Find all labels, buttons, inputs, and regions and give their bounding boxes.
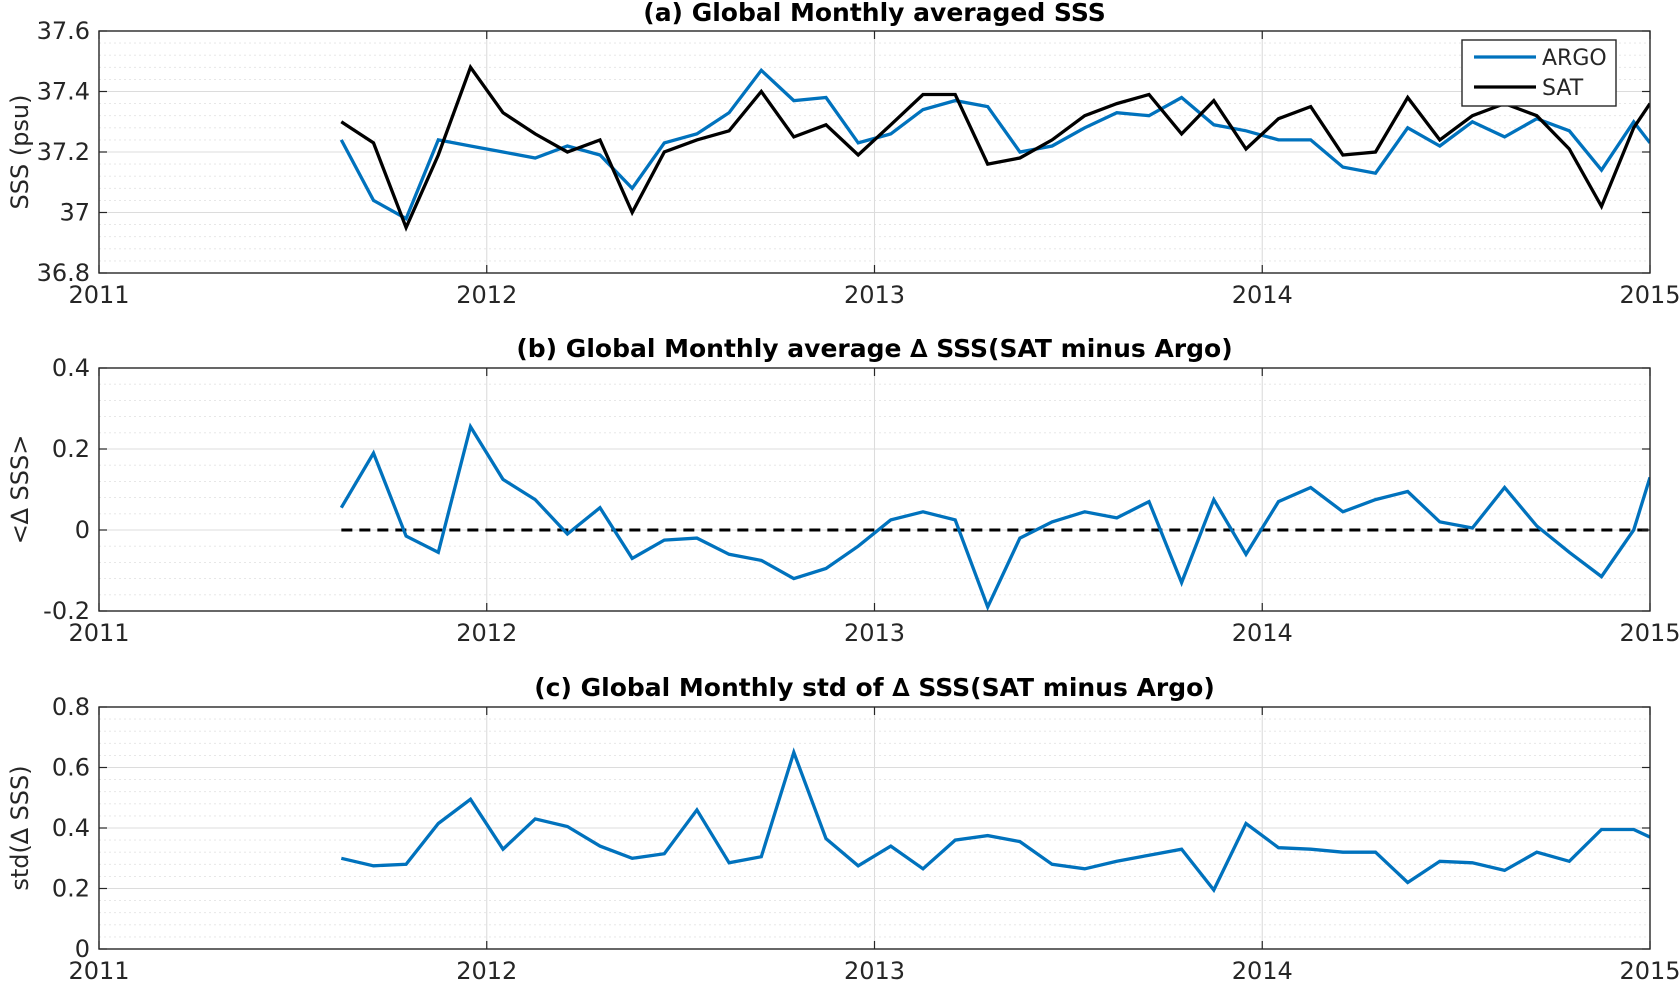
x-tick-label: 2013 (844, 619, 905, 647)
y-tick-label: 0.2 (52, 875, 90, 903)
y-tick-label: 37.6 (37, 17, 90, 45)
y-tick-label: 0.8 (52, 693, 90, 721)
panel-b: 2011 2012 2013 2014 2015 -0.2 0 0.2 0.4 <∆ SSS> (b… (6, 334, 1679, 647)
y-tick-label: 0 (75, 935, 90, 963)
x-tick-label: 2014 (1232, 281, 1293, 309)
panel-title: (c) Global Monthly std of ∆ SSS(SAT minu… (534, 673, 1215, 702)
x-tick-label: 2012 (456, 281, 517, 309)
series-line-sat (340, 63, 1650, 232)
y-tick-label: 0.6 (52, 754, 90, 782)
x-tick-label: 2015 (1619, 281, 1679, 309)
x-tick-label: 2013 (844, 281, 905, 309)
x-tick-label: 2011 (68, 281, 129, 309)
x-tick-label: 2012 (456, 619, 517, 647)
y-tick-label: 0.4 (52, 354, 90, 382)
x-tick-label: 2014 (1232, 619, 1293, 647)
legend: ARGO SAT (1461, 39, 1617, 107)
x-tick-label: 2015 (1619, 957, 1679, 982)
x-tick-label: 2013 (844, 957, 905, 982)
series-line-b (339, 422, 1650, 612)
y-tick-label: 0 (75, 516, 90, 544)
y-tick-label: 36.8 (37, 259, 90, 287)
y-tick-label: 37.2 (37, 138, 90, 166)
x-tick-label: 2014 (1232, 957, 1293, 982)
series-line-c (340, 747, 1650, 894)
y-tick-label: 37 (59, 199, 90, 227)
x-tick-label: 2011 (68, 619, 129, 647)
y-tick-label: -0.2 (43, 597, 90, 625)
legend-box (1461, 39, 1617, 107)
y-axis-label: std(∆ SSS) (6, 765, 34, 890)
panel-title: (b) Global Monthly average ∆ SSS(SAT min… (516, 334, 1232, 363)
panel-title: (a) Global Monthly averaged SSS (643, 0, 1105, 27)
legend-label-sat: SAT (1542, 76, 1584, 101)
panel-a: 2011 2012 2013 2014 2015 36.8 37 37.2 37.4 37.6 SS… (6, 0, 1679, 309)
x-tick-label: 2011 (68, 957, 129, 982)
y-axis-label: <∆ SSS> (6, 435, 34, 545)
x-tick-label: 2012 (456, 957, 517, 982)
legend-label-argo: ARGO (1542, 46, 1607, 71)
panel-c: 2011 2012 2013 2014 2015 0 0.2 0.4 0.6 0.8 std(∆ S… (6, 673, 1679, 982)
y-tick-label: 37.4 (37, 78, 90, 106)
x-tick-label: 2015 (1619, 619, 1679, 647)
y-tick-label: 0.4 (52, 814, 90, 842)
y-axis-label: SSS (psu) (6, 94, 34, 209)
y-tick-label: 0.2 (52, 435, 90, 463)
